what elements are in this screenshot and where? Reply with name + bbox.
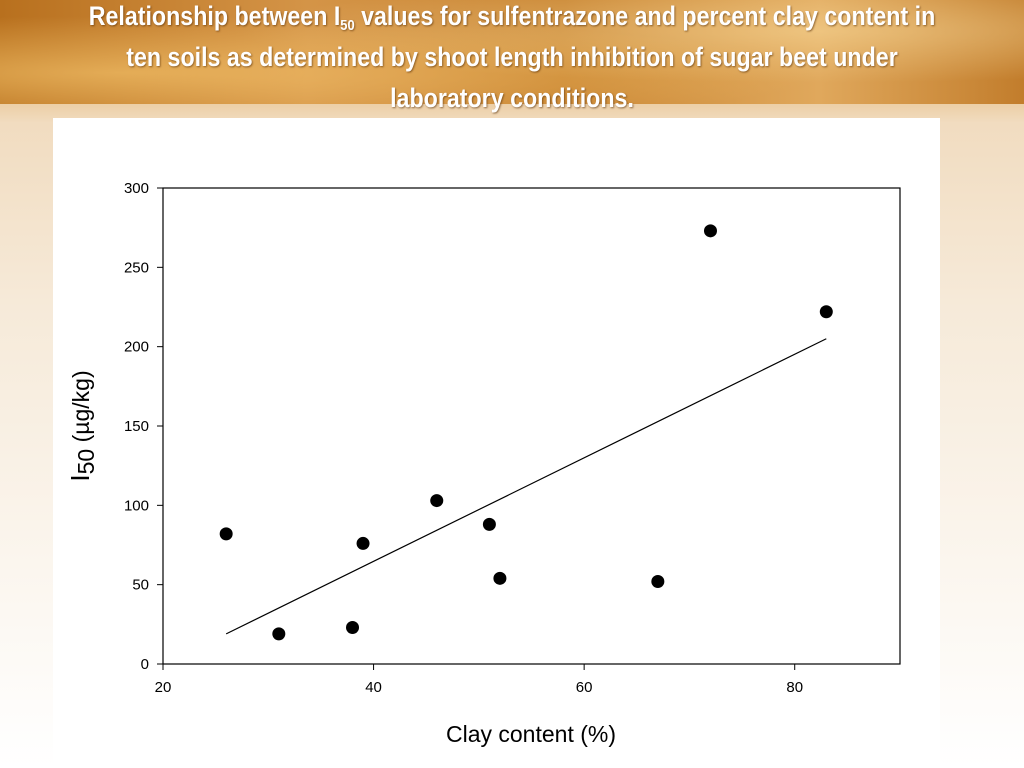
x-tick-label: 40 [365,679,382,696]
slide-title: Relationship between I50 values for sulf… [80,0,943,119]
data-point [272,627,286,641]
title-text-part1: Relationship between I [88,1,341,31]
x-tick-label: 80 [786,679,803,696]
plot-area-frame [162,187,901,665]
y-tick-label: 150 [124,418,149,435]
title-text-part2: values for sulfentrazone and percent cla… [126,1,936,113]
title-banner: Relationship between I50 values for sulf… [0,0,1024,113]
data-point [346,621,360,635]
y-axis-title-unit: (µg/kg) [68,370,94,448]
y-tick-label: 200 [124,339,149,356]
y-tick-label: 300 [124,180,149,197]
data-point [219,527,233,541]
x-axis: 20 40 60 80 [155,664,803,696]
title-subscript: 50 [340,17,355,34]
y-tick-label: 50 [132,577,149,594]
data-point [703,224,717,238]
data-point [493,571,507,585]
x-tick-label: 20 [155,679,172,696]
chart-panel: 0 50 100 150 200 250 300 20 40 60 80 Clay content… [53,118,940,768]
data-points [219,224,833,641]
y-tick-label: 250 [124,259,149,276]
trend-line [225,338,827,635]
y-axis-title-sub: 50 [73,449,99,475]
y-axis-title-main: I [65,474,95,481]
scatter-plot: 0 50 100 150 200 250 300 20 40 60 80 Clay content… [65,180,901,747]
data-point [430,494,444,508]
y-axis-title: I50 (µg/kg) [65,370,99,481]
x-axis-title: Clay content (%) [446,721,616,747]
y-tick-label: 0 [141,656,149,673]
x-tick-label: 60 [576,679,593,696]
data-point [651,574,665,588]
data-point [482,517,496,531]
data-point [819,305,833,319]
data-point [356,536,370,550]
y-axis: 0 50 100 150 200 250 300 [124,180,163,673]
y-tick-label: 100 [124,497,149,514]
